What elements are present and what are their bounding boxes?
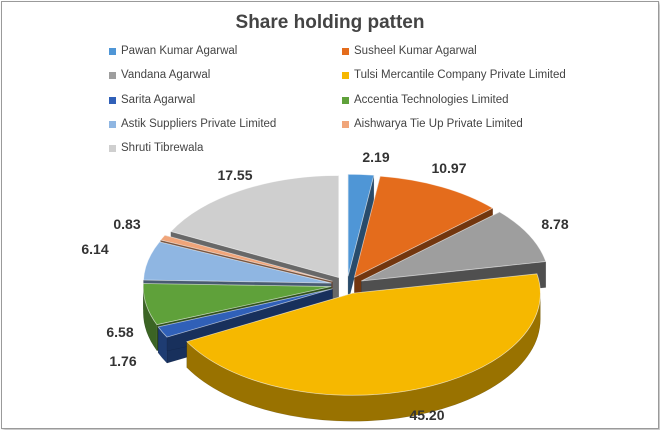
data-label: 10.97 bbox=[431, 160, 466, 176]
legend-swatch bbox=[342, 71, 349, 79]
data-label: 45.20 bbox=[409, 407, 444, 423]
legend-swatch bbox=[342, 120, 349, 128]
legend-item: Vandana Agarwal bbox=[109, 69, 210, 81]
slice-top bbox=[157, 288, 333, 338]
legend-label: Accentia Technologies Limited bbox=[354, 94, 509, 106]
legend-swatch bbox=[109, 120, 116, 128]
legend-swatch bbox=[109, 47, 116, 55]
data-label: 1.76 bbox=[109, 353, 136, 369]
legend-item: Astik Suppliers Private Limited bbox=[109, 118, 276, 130]
legend-item: Accentia Technologies Limited bbox=[342, 94, 509, 106]
legend-label: Susheel Kumar Agarwal bbox=[354, 45, 477, 57]
slice-top bbox=[353, 175, 494, 278]
data-label: 0.83 bbox=[113, 216, 140, 232]
legend-label: Tulsi Mercantile Company Private Limited bbox=[354, 69, 566, 81]
legend-label: Sarita Agarwal bbox=[121, 94, 196, 106]
legend-swatch bbox=[342, 47, 349, 55]
legend-item: Sarita Agarwal bbox=[109, 94, 195, 106]
legend-item: Pawan Kumar Agarwal bbox=[109, 45, 237, 57]
legend-label: Pawan Kumar Agarwal bbox=[121, 45, 238, 57]
legend-item: Susheel Kumar Agarwal bbox=[342, 45, 477, 57]
slice-top bbox=[170, 175, 340, 279]
legend-label: Shruti Tibrewala bbox=[121, 142, 204, 154]
chart-title: Share holding patten bbox=[235, 12, 425, 33]
data-label: 8.78 bbox=[541, 216, 568, 232]
pie-slice bbox=[186, 273, 541, 422]
legend-label: Aishwarya Tie Up Private Limited bbox=[354, 118, 523, 130]
legend: Pawan Kumar Agarwal Susheel Kumar Agarwal… bbox=[2, 2, 658, 172]
slice-top bbox=[143, 241, 332, 284]
legend-swatch bbox=[342, 96, 349, 104]
legend-label: Astik Suppliers Private Limited bbox=[121, 118, 277, 130]
slice-top bbox=[347, 173, 375, 277]
slice-top bbox=[186, 273, 541, 396]
data-label: 2.19 bbox=[362, 149, 389, 165]
slice-top bbox=[142, 283, 332, 326]
legend-swatch bbox=[109, 96, 116, 104]
pie-slice bbox=[347, 173, 375, 303]
data-label: 17.55 bbox=[217, 167, 252, 183]
legend-label: Vandana Agarwal bbox=[121, 69, 211, 81]
slice-top bbox=[159, 234, 333, 282]
slice-top bbox=[361, 211, 547, 282]
data-label: 6.58 bbox=[106, 324, 133, 340]
legend-item: Shruti Tibrewala bbox=[109, 142, 203, 154]
legend-swatch bbox=[109, 144, 116, 152]
legend-item: Aishwarya Tie Up Private Limited bbox=[342, 118, 523, 130]
legend-item: Tulsi Mercantile Company Private Limited bbox=[342, 69, 566, 81]
data-label: 6.14 bbox=[81, 241, 108, 257]
legend-swatch bbox=[109, 71, 116, 79]
